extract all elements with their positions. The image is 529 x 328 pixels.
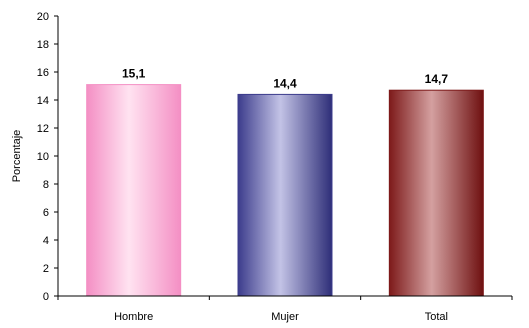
y-axis-title: Porcentaje	[11, 130, 23, 183]
data-label-hombre: 15,1	[122, 67, 146, 81]
data-label-total: 14,7	[425, 72, 449, 86]
x-axis-ticks	[57, 296, 513, 300]
bar-total	[388, 89, 484, 297]
y-tick-label: 8	[43, 179, 49, 191]
x-category-label-hombre: Hombre	[114, 311, 153, 323]
y-axis-ticks: 0 2 4 6 8 10 12 14 16 18 20	[37, 11, 58, 303]
y-tick-label: 4	[43, 235, 49, 247]
y-tick-label: 20	[37, 11, 49, 23]
y-tick-label: 12	[37, 123, 49, 135]
y-tick-label: 0	[43, 291, 49, 303]
y-tick-label: 10	[37, 151, 49, 163]
bars-group	[86, 84, 484, 297]
y-tick-label: 6	[43, 207, 49, 219]
y-tick-label: 2	[43, 263, 49, 275]
data-labels-group: 15,1 14,4 14,7	[122, 67, 448, 91]
y-tick-label: 14	[37, 95, 49, 107]
y-tick-label: 18	[37, 39, 49, 51]
bar-mujer	[237, 93, 333, 297]
bar-hombre	[86, 84, 182, 297]
data-label-mujer: 14,4	[273, 76, 297, 90]
x-category-label-total: Total	[425, 311, 448, 323]
y-tick-label: 16	[37, 67, 49, 79]
x-category-label-mujer: Mujer	[271, 311, 299, 323]
x-axis-labels: Hombre Mujer Total	[114, 311, 448, 323]
